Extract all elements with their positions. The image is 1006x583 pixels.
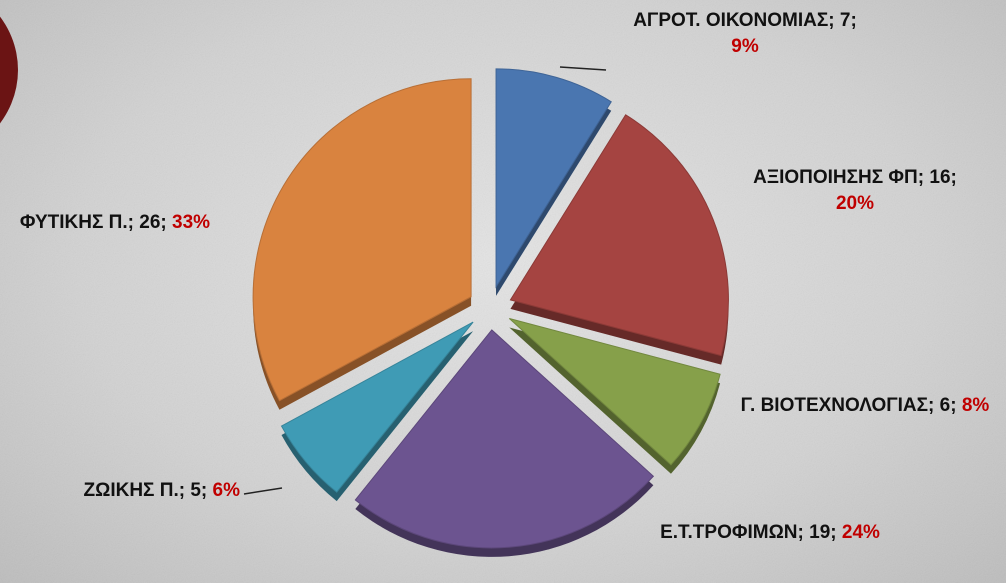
data-label: ΖΩΙΚΗΣ Π.; 5; 6%: [83, 478, 240, 504]
separator: ;: [200, 480, 213, 501]
separator: ;: [797, 522, 810, 543]
separator: ;: [127, 212, 140, 233]
value: 7: [839, 10, 851, 31]
category: ΦΥΤΙΚΗΣ Π.: [19, 212, 128, 233]
value: 5: [190, 480, 201, 501]
data-label: ΑΓΡΟΤ. ΟΙΚΟΝΟΜΙΑΣ; 7; 9%: [625, 8, 865, 60]
pct: 33%: [172, 212, 211, 233]
data-label: ΦΥΤΙΚΗΣ Π.; 26; 33%: [8, 210, 223, 236]
leader-line: [243, 487, 283, 495]
separator: ;: [830, 522, 842, 543]
category: ΖΩΙΚΗΣ Π.: [83, 480, 179, 501]
separator: ;: [850, 10, 863, 31]
category: ΑΓΡΟΤ. ΟΙΚΟΝΟΜΙΑΣ: [633, 10, 829, 31]
value: 6: [939, 395, 951, 416]
pie: [252, 68, 729, 557]
slice: [280, 321, 474, 493]
slice: [252, 78, 472, 402]
category: Γ. ΒΙΟΤΕΧΝΟΛΟΓΙΑΣ: [740, 395, 929, 416]
category: ΑΞΙΟΠΟΙΗΣΗΣ ΦΠ: [753, 167, 918, 188]
data-label: ΑΞΙΟΠΟΙΗΣΗΣ ΦΠ; 16; 20%: [739, 165, 971, 217]
slice: [495, 68, 612, 289]
separator: ;: [950, 167, 963, 188]
pct: 20%: [835, 193, 875, 214]
data-label: Ε.Τ.ΤΡΟΦΙΜΩΝ; 19; 24%: [650, 520, 890, 546]
separator: ;: [160, 212, 173, 233]
slice: [509, 318, 721, 466]
value: 26: [139, 212, 161, 233]
separator: ;: [950, 395, 962, 416]
separator: ;: [178, 480, 191, 501]
value: 19: [809, 522, 831, 543]
separator: ;: [828, 10, 840, 31]
pct: 6%: [212, 480, 240, 501]
leader-line: [559, 66, 607, 71]
category: Ε.Τ.ΤΡΟΦΙΜΩΝ: [660, 522, 798, 543]
data-label: Γ. ΒΙΟΤΕΧΝΟΛΟΓΙΑΣ; 6; 8%: [733, 393, 998, 419]
separator: ;: [917, 167, 930, 188]
corner-circle: [0, 16, 18, 124]
slice: [509, 114, 729, 357]
value: 16: [929, 167, 951, 188]
pct: 8%: [961, 395, 990, 416]
pct: 9%: [731, 36, 759, 57]
separator: ;: [928, 395, 940, 416]
pct: 24%: [841, 522, 880, 543]
slice: [354, 329, 655, 549]
